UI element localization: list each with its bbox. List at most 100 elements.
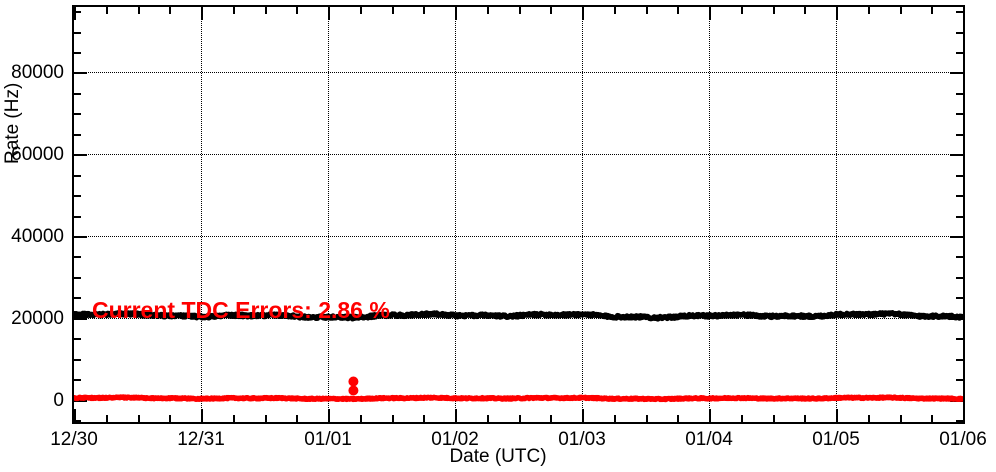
y-tick-minor — [74, 92, 81, 95]
y-tick-minor — [74, 256, 81, 259]
x-tick-minor — [423, 415, 426, 422]
x-tick-minor — [931, 415, 934, 422]
y-tick-major-right — [950, 154, 963, 157]
y-tick-minor — [74, 133, 81, 136]
y-tick-major — [74, 154, 87, 157]
y-tick-minor-right — [956, 419, 963, 422]
x-tick-major — [74, 409, 76, 422]
x-tick-major — [455, 409, 457, 422]
x-tick-minor-top — [359, 7, 362, 14]
y-tick-minor — [74, 113, 81, 116]
y-tick-minor-right — [956, 195, 963, 198]
x-tick-major — [963, 409, 965, 422]
x-tick-major — [836, 409, 838, 422]
x-tick-minor-top — [613, 7, 616, 14]
outlier-point — [348, 385, 359, 396]
tdc-error-annotation: Current TDC Errors: 2.86 % — [92, 297, 390, 323]
x-tick-label: 12/31 — [177, 429, 225, 450]
x-tick-minor — [264, 415, 267, 422]
x-tick-minor — [645, 415, 648, 422]
y-tick-minor — [74, 11, 81, 14]
x-axis-title: Date (UTC) — [449, 446, 547, 467]
y-tick-label: 20000 — [11, 307, 64, 329]
x-tick-minor — [105, 415, 108, 422]
x-tick-major-top — [74, 7, 76, 20]
x-tick-minor-top — [518, 7, 521, 14]
x-tick-major — [201, 409, 203, 422]
x-tick-label: 01/05 — [812, 429, 860, 450]
x-tick-minor-top — [899, 7, 902, 14]
y-tick-label: 40000 — [11, 225, 64, 247]
x-tick-minor — [359, 415, 362, 422]
x-tick-major-top — [836, 7, 838, 20]
x-tick-minor-top — [486, 7, 489, 14]
x-tick-minor — [137, 415, 140, 422]
y-tick-minor — [74, 195, 81, 198]
x-tick-minor-top — [423, 7, 426, 14]
y-tick-minor — [74, 174, 81, 177]
x-tick-major — [328, 409, 330, 422]
x-tick-minor — [391, 415, 394, 422]
x-tick-major-top — [709, 7, 711, 20]
x-tick-minor — [232, 415, 235, 422]
y-tick-minor — [74, 31, 81, 34]
y-tick-major — [74, 317, 87, 320]
y-tick-major — [74, 399, 87, 402]
x-tick-minor-top — [391, 7, 394, 14]
y-tick-minor-right — [956, 256, 963, 259]
y-tick-minor-right — [956, 11, 963, 14]
x-tick-minor-top — [105, 7, 108, 14]
x-tick-major — [582, 409, 584, 422]
plot-frame — [72, 5, 965, 424]
x-tick-minor — [772, 415, 775, 422]
x-tick-minor-top — [137, 7, 140, 14]
y-tick-minor-right — [956, 31, 963, 34]
x-tick-minor — [899, 415, 902, 422]
y-tick-minor-right — [956, 92, 963, 95]
x-tick-minor-top — [677, 7, 680, 14]
gridline-vertical — [709, 7, 710, 422]
x-tick-label: 01/02 — [431, 429, 479, 450]
y-tick-label: 0 — [53, 389, 64, 411]
x-tick-minor-top — [772, 7, 775, 14]
gridline-horizontal — [74, 235, 963, 237]
x-tick-minor-top — [296, 7, 299, 14]
y-tick-major-right — [950, 72, 963, 75]
x-tick-minor-top — [740, 7, 743, 14]
y-tick-major-right — [950, 235, 963, 238]
x-tick-minor-top — [232, 7, 235, 14]
outlier-point — [348, 376, 359, 387]
y-tick-minor — [74, 297, 81, 300]
y-tick-minor — [74, 338, 81, 341]
y-tick-major-right — [950, 399, 963, 402]
x-tick-minor-top — [264, 7, 267, 14]
outlier-points — [348, 376, 359, 396]
y-tick-minor-right — [956, 297, 963, 300]
x-tick-minor — [169, 415, 172, 422]
x-tick-major — [709, 409, 711, 422]
y-tick-minor-right — [956, 215, 963, 218]
x-tick-major-top — [455, 7, 457, 20]
y-tick-minor-right — [956, 133, 963, 136]
x-tick-minor — [677, 415, 680, 422]
y-tick-minor-right — [956, 338, 963, 341]
y-tick-label: 80000 — [11, 62, 64, 84]
y-tick-minor-right — [956, 174, 963, 177]
y-tick-major — [74, 72, 87, 75]
data-series-layer — [74, 309, 963, 403]
x-tick-minor — [296, 415, 299, 422]
x-tick-minor-top — [645, 7, 648, 14]
x-tick-label: 12/30 — [50, 429, 98, 450]
x-tick-minor — [740, 415, 743, 422]
x-tick-minor — [804, 415, 807, 422]
y-tick-minor — [74, 379, 81, 382]
gridline-horizontal — [74, 72, 963, 74]
x-tick-label: 01/03 — [558, 429, 606, 450]
x-tick-minor-top — [867, 7, 870, 14]
x-tick-minor — [518, 415, 521, 422]
x-tick-major-top — [201, 7, 203, 20]
y-tick-minor-right — [956, 276, 963, 279]
y-tick-major-right — [950, 317, 963, 320]
x-tick-minor-top — [169, 7, 172, 14]
